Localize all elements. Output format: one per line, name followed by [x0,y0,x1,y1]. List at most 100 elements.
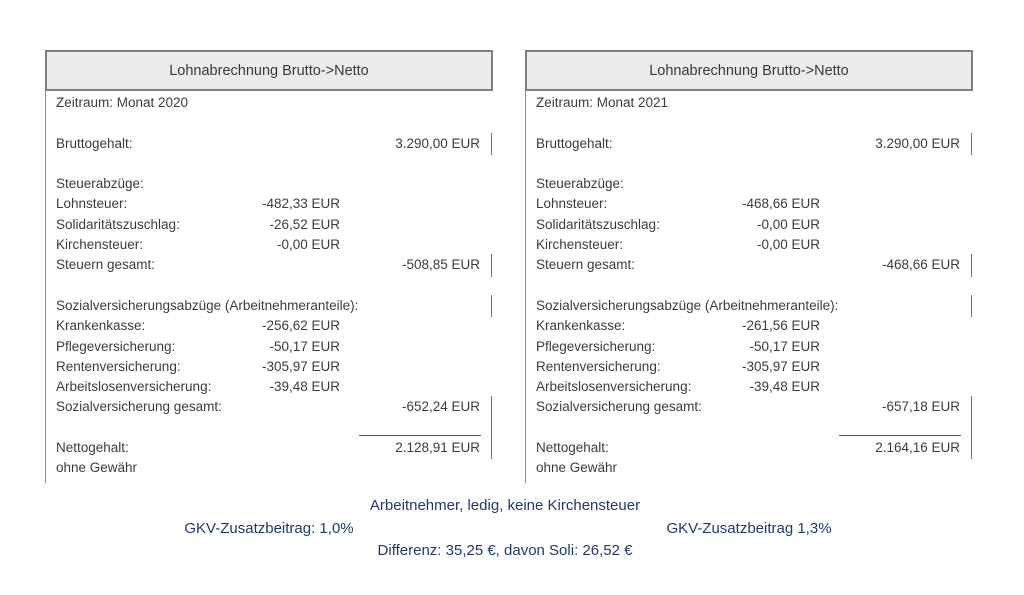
row-value-total: 2.128,91 EUR [395,440,480,456]
table-row: ohne Gewähr [46,458,493,478]
table-row: Solidaritätszuschlag: -0,00 EUR [526,215,973,235]
table-row: Arbeitslosenversicherung: -39,48 EUR [526,377,973,397]
spacer-row [526,113,973,133]
row-value-item: -305,97 EUR [261,358,340,374]
table-row: Krankenkasse: -256,62 EUR [46,316,493,336]
row-value-item: -468,66 EUR [741,196,820,212]
row-value-item: -0,00 EUR [756,237,820,253]
footer-difference: Differenz: 35,25 €, davon Soli: 26,52 € [377,542,633,559]
panel-title: Lohnabrechnung Brutto->Netto [169,62,369,79]
row-value-item: -256,62 EUR [261,318,340,334]
row-value-item: -39,48 EUR [269,379,340,395]
spacer-row [526,276,973,296]
row-label: ohne Gewähr [536,460,618,476]
row-value-total: -508,85 EUR [401,257,480,273]
table-row: Solidaritätszuschlag: -26,52 EUR [46,215,493,235]
row-label: Kirchensteuer: [536,237,624,253]
table-row: Pflegeversicherung: -50,17 EUR [46,337,493,357]
footer-gkv-rate-2020: GKV-Zusatzbeitrag: 1,0% [184,520,354,537]
row-label: Steuerabzüge: [536,176,624,192]
spacer-row [526,154,973,174]
sum-line [839,435,961,437]
table-row: ohne Gewähr [526,458,973,478]
table-row [526,416,973,440]
table-row: Pflegeversicherung: -50,17 EUR [526,337,973,357]
row-label: Sozialversicherung gesamt: [536,399,702,415]
spacer-row [46,276,493,296]
row-label: Zeitraum: Monat 2020 [56,95,189,110]
table-row: Rentenversicherung: -305,97 EUR [46,357,493,377]
table-row: Nettogehalt: 2.128,91 EUR [46,437,493,460]
row-label: Lohnsteuer: [536,196,608,212]
spacer-row [46,113,493,133]
row-label: ohne Gewähr [56,460,138,476]
row-label: Nettogehalt: [56,440,129,456]
table-row: Zeitraum: Monat 2020 [46,93,493,113]
table-row: Zeitraum: Monat 2021 [526,93,973,113]
panel-body: Zeitraum: Monat 2020 Bruttogehalt: 3.290,0… [45,91,493,483]
table-row: Kirchensteuer: -0,00 EUR [526,235,973,255]
row-label: Nettogehalt: [536,440,609,456]
panel-header: Lohnabrechnung Brutto->Netto [525,50,973,91]
row-label: Solidaritätszuschlag: [56,216,180,232]
table-row: Steuerabzüge: [46,174,493,194]
footer-gkv-rate-2021: GKV-Zusatzbeitrag 1,3% [666,520,832,537]
row-label: Steuern gesamt: [536,257,636,273]
payroll-table: Zeitraum: Monat 2021 Bruttogehalt: 3.290,0… [526,93,973,479]
table-row: Sozialversicherung gesamt: -652,24 EUR [46,396,493,420]
table-row: Kirchensteuer: -0,00 EUR [46,235,493,255]
row-label: Zeitraum: Monat 2021 [536,95,669,110]
table-row: Nettogehalt: 2.164,16 EUR [526,437,973,460]
panel-title: Lohnabrechnung Brutto->Netto [649,62,849,79]
row-value-item: -26,52 EUR [269,216,340,232]
table-row: Sozialversicherungsabzüge (Arbeitnehmera… [46,294,493,318]
payroll-table: Zeitraum: Monat 2020 Bruttogehalt: 3.290,0… [46,93,493,479]
row-value-total: -468,66 EUR [881,257,960,273]
sum-line [359,435,481,437]
panel-header: Lohnabrechnung Brutto->Netto [45,50,493,91]
row-value-item: -305,97 EUR [741,358,820,374]
table-row: Lohnsteuer: -468,66 EUR [526,194,973,214]
row-label: Steuern gesamt: [56,257,156,273]
row-label: Solidaritätszuschlag: [536,216,660,232]
table-row: Rentenversicherung: -305,97 EUR [526,357,973,377]
table-row: Steuern gesamt: -468,66 EUR [526,254,973,277]
row-label: Pflegeversicherung: [536,338,656,354]
table-row: Arbeitslosenversicherung: -39,48 EUR [46,377,493,397]
table-row: Steuerabzüge: [526,174,973,194]
row-label: Sozialversicherungsabzüge (Arbeitnehmera… [56,297,359,313]
footer-note-profile: Arbeitnehmer, ledig, keine Kirchensteuer [369,497,641,514]
row-value-item: -50,17 EUR [269,338,340,354]
row-value-item: -0,00 EUR [756,216,820,232]
table-row: Bruttogehalt: 3.290,00 EUR [46,132,493,156]
row-label: Kirchensteuer: [56,237,144,253]
table-row: Bruttogehalt: 3.290,00 EUR [526,132,973,156]
row-label: Krankenkasse: [56,318,146,334]
row-value-total: -657,18 EUR [881,399,960,415]
table-row: Lohnsteuer: -482,33 EUR [46,194,493,214]
row-label: Sozialversicherungsabzüge (Arbeitnehmera… [536,297,839,313]
row-label: Krankenkasse: [536,318,626,334]
row-label: Rentenversicherung: [56,358,181,374]
row-label: Bruttogehalt: [56,135,133,151]
row-value-item: -482,33 EUR [261,196,340,212]
panel-body: Zeitraum: Monat 2021 Bruttogehalt: 3.290,0… [525,91,973,483]
row-value-item: -261,56 EUR [741,318,820,334]
row-label: Lohnsteuer: [56,196,128,212]
payroll-panel-2021: Lohnabrechnung Brutto->Netto Zeitraum: M… [525,50,973,483]
row-value-total: -652,24 EUR [401,399,480,415]
row-value-item: -39,48 EUR [749,379,820,395]
table-row: Steuern gesamt: -508,85 EUR [46,254,493,277]
row-value-item: -0,00 EUR [276,237,340,253]
table-row: Sozialversicherung gesamt: -657,18 EUR [526,396,973,420]
row-value-total: 3.290,00 EUR [395,135,480,151]
row-label: Rentenversicherung: [536,358,661,374]
row-value-item: -50,17 EUR [749,338,820,354]
table-row: Sozialversicherungsabzüge (Arbeitnehmera… [526,294,973,318]
table-row: Krankenkasse: -261,56 EUR [526,316,973,336]
row-label: Arbeitslosenversicherung: [536,379,692,395]
row-label: Bruttogehalt: [536,135,613,151]
payroll-panel-2020: Lohnabrechnung Brutto->Netto Zeitraum: M… [45,50,493,483]
table-row [46,416,493,440]
